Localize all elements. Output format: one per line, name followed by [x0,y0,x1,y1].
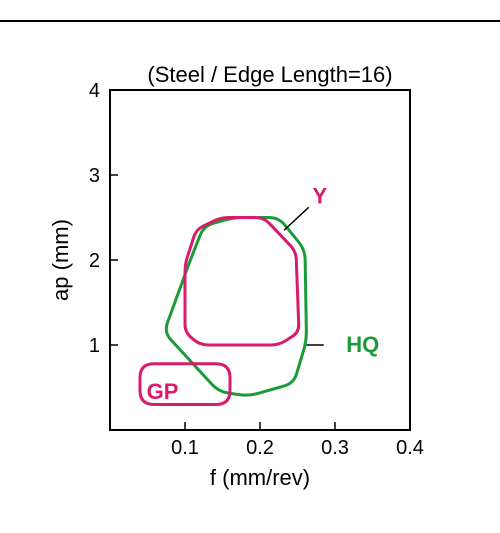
region-label-y: Y [313,183,328,208]
chart-container: (Steel / Edge Length=16) 0.1 0.2 0.3 0.4 1 2 3 4… [50,60,450,520]
chart-svg: (Steel / Edge Length=16) 0.1 0.2 0.3 0.4 1 2 3 4… [50,60,450,520]
region-y [185,218,299,346]
chart-title: (Steel / Edge Length=16) [147,62,392,87]
x-tick-label: 0.2 [246,437,274,459]
leader-y [284,207,309,230]
y-tick-label: 1 [89,335,100,357]
region-hq [166,218,306,396]
y-tick-label: 2 [89,250,100,272]
x-tick-label: 0.3 [321,437,349,459]
y-axis-label: ap (mm) [50,219,73,301]
x-tick-label: 0.4 [396,437,424,459]
region-label-gp: GP [147,379,179,404]
x-tick-label: 0.1 [171,437,199,459]
top-rule [0,20,500,22]
y-tick-label: 3 [89,165,100,187]
region-label-hq: HQ [346,332,379,357]
chart-stage: (Steel / Edge Length=16) 0.1 0.2 0.3 0.4 1 2 3 4… [0,0,500,533]
x-axis-label: f (mm/rev) [210,465,310,490]
y-tick-label: 4 [89,80,100,102]
